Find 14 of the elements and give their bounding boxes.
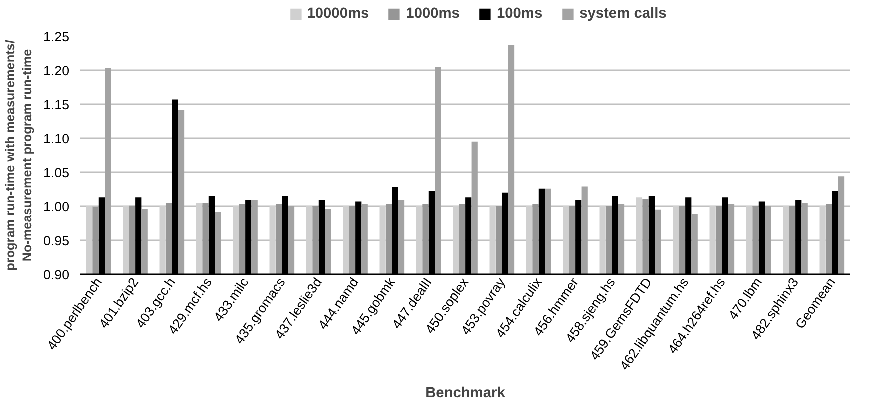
y-tick-label: 1.20 xyxy=(44,64,70,78)
x-axis-title: Benchmark xyxy=(426,385,506,402)
y-tick-label: 1.00 xyxy=(44,200,70,214)
y-tick-label: 1.10 xyxy=(44,132,70,146)
legend-label: system calls xyxy=(580,6,667,22)
legend-label: 1000ms xyxy=(406,6,460,22)
legend-label: 10000ms xyxy=(307,6,370,22)
y-axis-title: program run-time with measurements/ No-measurement program run-time xyxy=(4,40,35,271)
y-tick-label: 1.25 xyxy=(44,30,70,44)
y-tick-label: 0.90 xyxy=(44,268,70,282)
y-tick-label: 1.15 xyxy=(44,98,70,112)
legend-label: 100ms xyxy=(496,6,543,22)
y-tick-label: 0.95 xyxy=(44,234,70,248)
y-tick-label: 1.05 xyxy=(44,166,70,180)
